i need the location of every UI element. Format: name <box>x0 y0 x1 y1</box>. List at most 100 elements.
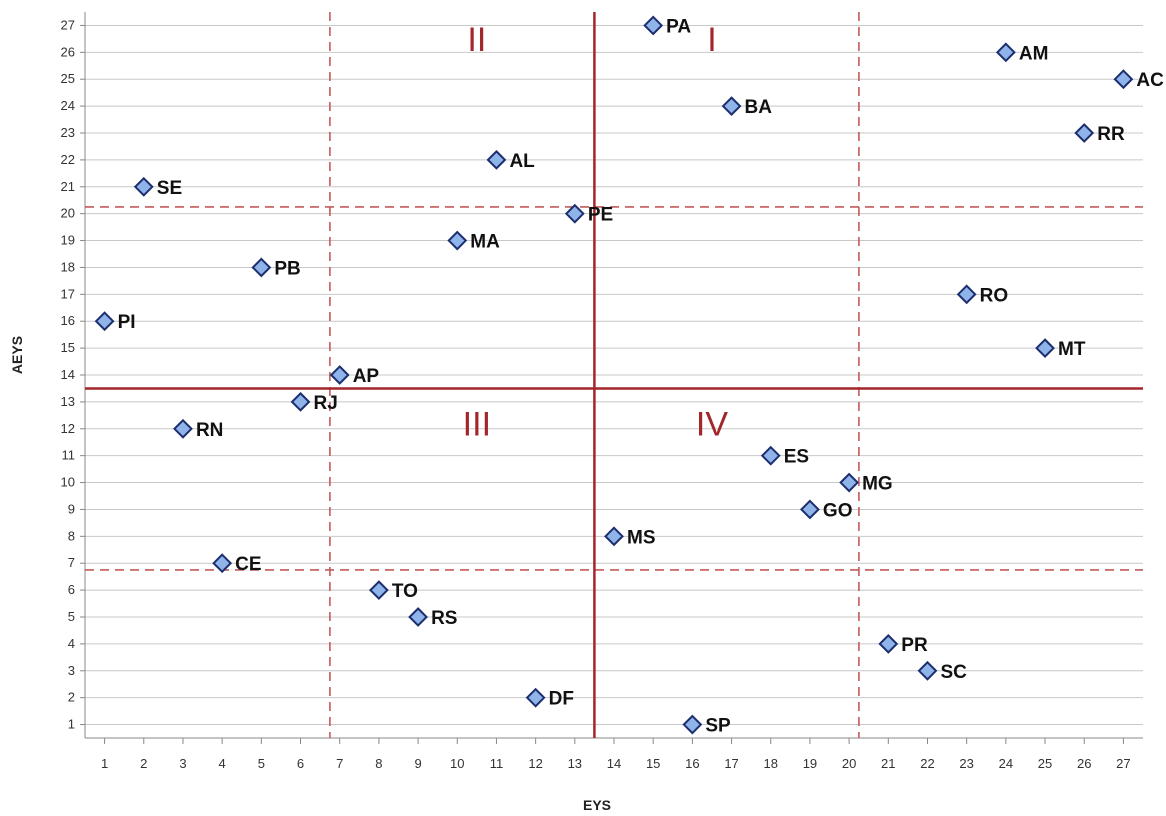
point-marker-rj <box>290 391 311 412</box>
x-tick-label: 10 <box>450 756 464 771</box>
x-tick-label: 25 <box>1038 756 1052 771</box>
point-marker-rs <box>408 607 428 627</box>
y-tick-label: 21 <box>61 179 75 194</box>
quadrant-label: IV <box>696 405 728 443</box>
point-marker-am <box>995 42 1016 63</box>
y-tick-label: 17 <box>61 286 75 301</box>
x-tick-label: 21 <box>881 756 895 771</box>
y-tick-label: 1 <box>68 717 75 732</box>
point-label-mg: MG <box>862 474 893 495</box>
point-label-ce: CE <box>235 554 261 575</box>
point-marker-es <box>760 445 781 466</box>
point-marker-se <box>133 176 154 197</box>
point-marker-ce <box>212 553 233 574</box>
point-marker-ro <box>956 284 977 305</box>
y-tick-label: 4 <box>68 636 75 651</box>
point-label-pa: PA <box>666 16 691 37</box>
y-axis-title: AEYS <box>9 336 25 374</box>
x-tick-label: 20 <box>842 756 856 771</box>
point-marker-ba <box>721 96 742 117</box>
point-label-mt: MT <box>1058 339 1086 360</box>
y-tick-label: 10 <box>61 475 75 490</box>
x-tick-label: 16 <box>685 756 699 771</box>
point-marker-go <box>800 499 820 520</box>
point-marker-pr <box>878 633 899 654</box>
y-tick-label: 5 <box>68 609 75 624</box>
point-marker-mg <box>839 472 860 493</box>
x-tick-label: 27 <box>1116 756 1130 771</box>
x-tick-label: 11 <box>490 756 504 771</box>
point-label-rs: RS <box>431 608 457 629</box>
y-tick-label: 20 <box>61 206 75 221</box>
y-tick-label: 18 <box>61 259 75 274</box>
point-label-pr: PR <box>901 635 928 656</box>
point-marker-pe <box>564 203 585 224</box>
y-tick-label: 8 <box>68 528 75 543</box>
y-tick-label: 23 <box>61 125 75 140</box>
y-tick-label: 9 <box>68 501 75 516</box>
y-tick-label: 15 <box>61 340 75 355</box>
x-tick-label: 12 <box>528 756 542 771</box>
point-marker-sp <box>682 714 703 735</box>
point-marker-to <box>368 580 389 601</box>
point-marker-sc <box>917 660 938 681</box>
point-marker-rr <box>1074 123 1095 143</box>
quadrant-label: I <box>707 21 716 59</box>
point-marker-df <box>525 687 546 708</box>
point-marker-al <box>486 149 507 170</box>
point-label-pi: PI <box>118 312 136 333</box>
point-label-am: AM <box>1019 43 1049 64</box>
x-tick-label: 1 <box>101 756 108 771</box>
y-tick-label: 3 <box>68 663 75 678</box>
grid-layer <box>85 24 1143 726</box>
y-tick-label: 19 <box>61 233 75 248</box>
quadrant-label: III <box>463 405 491 443</box>
x-tick-label: 4 <box>219 756 226 771</box>
point-marker-ac <box>1113 69 1134 90</box>
point-marker-pb <box>251 257 272 278</box>
point-label-to: TO <box>392 581 418 602</box>
point-label-al: AL <box>509 151 535 172</box>
axis-layer: 1234567891011121314151617181920212223242… <box>61 12 1143 771</box>
point-label-rj: RJ <box>314 393 338 414</box>
point-label-se: SE <box>157 178 182 199</box>
point-label-df: DF <box>549 689 574 710</box>
x-tick-label: 5 <box>258 756 265 771</box>
point-label-pb: PB <box>274 258 300 279</box>
point-label-ms: MS <box>627 527 656 548</box>
data-points: PA AM AC BA RR AL SE PE MA PB RO PI MT AP RJ RN ES MG GO MS… <box>94 15 1164 737</box>
point-marker-pa <box>643 15 664 36</box>
point-marker-mt <box>1035 338 1055 359</box>
point-label-sc: SC <box>940 662 967 683</box>
y-tick-label: 11 <box>62 448 76 463</box>
quadrant-label: II <box>467 21 486 59</box>
x-tick-label: 26 <box>1077 756 1091 771</box>
y-tick-label: 2 <box>68 690 75 705</box>
x-tick-label: 19 <box>803 756 817 771</box>
y-tick-label: 14 <box>61 367 75 382</box>
x-tick-label: 18 <box>764 756 778 771</box>
point-label-ac: AC <box>1136 70 1164 91</box>
point-label-rr: RR <box>1097 124 1125 145</box>
y-tick-label: 6 <box>68 582 75 597</box>
x-tick-label: 7 <box>336 756 343 771</box>
y-tick-label: 7 <box>68 555 75 570</box>
point-label-go: GO <box>823 500 853 521</box>
y-tick-label: 16 <box>61 313 75 328</box>
x-tick-label: 17 <box>724 756 738 771</box>
point-label-ba: BA <box>745 97 773 118</box>
y-tick-label: 25 <box>61 71 75 86</box>
x-tick-label: 6 <box>297 756 304 771</box>
y-tick-label: 24 <box>61 98 75 113</box>
x-tick-label: 24 <box>999 756 1013 771</box>
point-marker-ms <box>604 526 624 547</box>
x-tick-label: 2 <box>140 756 147 771</box>
point-label-ro: RO <box>980 285 1009 306</box>
point-label-rn: RN <box>196 420 223 441</box>
x-tick-label: 22 <box>920 756 934 771</box>
point-marker-ma <box>447 230 468 251</box>
y-tick-label: 13 <box>61 394 75 409</box>
y-tick-label: 26 <box>61 44 75 59</box>
